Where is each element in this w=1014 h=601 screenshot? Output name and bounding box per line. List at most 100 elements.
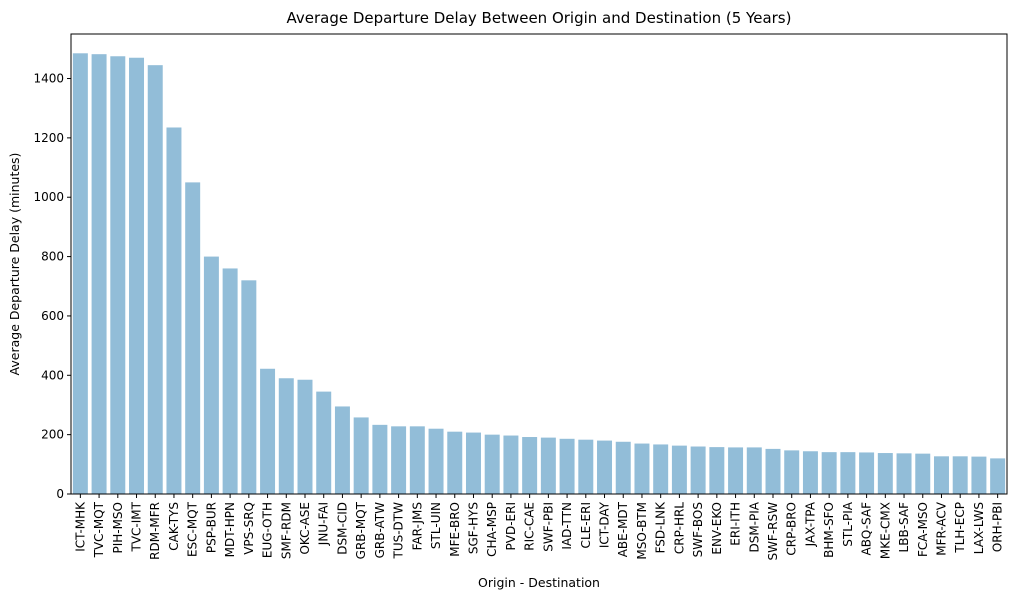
bar-cak-tys xyxy=(166,127,182,494)
x-tick-label: TVC-IMT xyxy=(130,501,144,552)
bar-psp-bur xyxy=(203,256,219,494)
x-tick-label: FSD-LNK xyxy=(654,501,668,554)
bar-crp-hrl xyxy=(671,445,687,494)
y-tick-label: 1000 xyxy=(33,190,64,204)
x-tick-label: CAK-TYS xyxy=(167,502,181,551)
x-tick-label: CRP-BRO xyxy=(785,502,799,556)
x-tick-label: ICT-DAY xyxy=(598,501,612,548)
plot-frame xyxy=(70,33,1008,495)
bar-mdt-hpn xyxy=(222,268,238,494)
chart-title: Average Departure Delay Between Origin a… xyxy=(287,9,792,27)
x-tick-label: DSM-PIA xyxy=(747,501,761,552)
y-tick-label: 0 xyxy=(56,487,64,501)
x-tick-label: SMF-RDM xyxy=(279,502,293,559)
bar-tus-dtw xyxy=(391,426,407,494)
x-tick-label: TUS-DTW xyxy=(392,502,406,560)
x-tick-label: DSM-CID xyxy=(335,502,349,555)
bar-jax-tpa xyxy=(802,451,818,494)
x-axis-title: Origin - Destination xyxy=(478,575,600,590)
x-tick-label: STL-PIA xyxy=(841,501,855,547)
bar-swf-rsw xyxy=(765,448,781,494)
bar-orh-pbi xyxy=(990,458,1006,494)
x-tick-label: IAD-TTN xyxy=(560,502,574,550)
bar-sgf-hys xyxy=(465,432,481,494)
bar-tvc-imt xyxy=(129,57,145,494)
bar-ict-day xyxy=(597,440,613,494)
bar-pvd-eri xyxy=(503,435,519,494)
bar-stl-uin xyxy=(428,428,444,494)
bar-dsm-pia xyxy=(746,447,762,494)
x-tick-labels: ICT-MHK TVC-MQT PIH-MSO TVC-IMT RDM-MFR CAK-T… xyxy=(73,494,1005,561)
x-tick-label: ABQ-SAF xyxy=(860,502,874,556)
x-tick-label: ABE-MDT xyxy=(616,501,630,557)
bar-abq-saf xyxy=(859,452,875,494)
bar-jnu-fai xyxy=(316,391,332,494)
x-tick-label: VPS-SRQ xyxy=(242,502,256,555)
bar-iad-ttn xyxy=(559,438,575,494)
y-tick-label: 1200 xyxy=(33,131,64,145)
x-tick-label: PSP-BUR xyxy=(204,502,218,553)
bar-tvc-mqt xyxy=(91,54,107,495)
x-tick-label: OKC-ASE xyxy=(298,502,312,555)
x-tick-label: STL-UIN xyxy=(429,502,443,549)
x-tick-label: CRP-HRL xyxy=(672,502,686,554)
bar-grb-mqt xyxy=(353,417,369,494)
x-tick-label: TLH-ECP xyxy=(953,502,967,554)
x-tick-label: MDT-HPN xyxy=(223,502,237,557)
x-tick-label: GRB-ATW xyxy=(373,502,387,559)
x-tick-label: ERI-ITH xyxy=(729,502,743,546)
x-tick-label: SWF-PBI xyxy=(541,502,555,552)
x-tick-label: BHM-SFO xyxy=(822,502,836,558)
x-tick-label: GRB-MQT xyxy=(354,501,368,559)
bar-lax-lws xyxy=(971,456,987,494)
bar-smf-rdm xyxy=(278,378,294,494)
bar-dsm-cid xyxy=(334,406,350,494)
bar-mso-btm xyxy=(634,443,650,494)
x-tick-label: RDM-MFR xyxy=(148,502,162,560)
x-tick-label: ESC-MQT xyxy=(186,501,200,557)
bar-abe-mdt xyxy=(615,441,631,494)
bar-fca-mso xyxy=(915,453,931,494)
bar-swf-bos xyxy=(690,446,706,494)
bar-eri-ith xyxy=(728,447,744,494)
x-tick-label: SGF-HYS xyxy=(466,502,480,554)
x-tick-label: MFR-ACV xyxy=(934,501,948,556)
x-tick-label: SWF-RSW xyxy=(766,502,780,561)
y-tick-label: 800 xyxy=(41,250,64,264)
bar-esc-mqt xyxy=(185,182,201,495)
x-tick-label: MSO-BTM xyxy=(635,502,649,560)
bars-group xyxy=(72,53,1006,495)
y-axis-title: Average Departure Delay (minutes) xyxy=(7,153,22,376)
bar-pih-mso xyxy=(110,56,126,495)
bar-okc-ase xyxy=(297,379,313,494)
x-tick-label: JNU-FAI xyxy=(317,502,331,546)
bar-tlh-ecp xyxy=(952,456,968,494)
bar-ric-cae xyxy=(522,437,538,494)
bar-fsd-lnk xyxy=(653,444,669,494)
bar-mfe-bro xyxy=(447,431,463,494)
bar-grb-atw xyxy=(372,424,388,494)
y-tick-label: 1400 xyxy=(33,72,64,86)
bar-env-eko xyxy=(709,447,725,494)
x-tick-label: FCA-MSO xyxy=(916,502,930,557)
x-tick-label: ICT-MHK xyxy=(73,501,87,552)
y-tick-label: 600 xyxy=(41,309,64,323)
x-tick-label: LAX-LWS xyxy=(972,502,986,554)
x-tick-label: RIC-CAE xyxy=(523,502,537,551)
x-tick-label: LBB-SAF xyxy=(897,502,911,553)
bar-far-jms xyxy=(409,426,425,494)
x-tick-label: CHA-MSP xyxy=(485,502,499,557)
x-tick-label: MKE-CMX xyxy=(878,502,892,559)
bar-stl-pia xyxy=(840,452,856,494)
x-tick-label: PIH-MSO xyxy=(111,502,125,554)
x-tick-label: ENV-EKO xyxy=(710,502,724,555)
x-tick-label: TVC-MQT xyxy=(92,501,106,558)
x-tick-label: ORH-PBI xyxy=(991,502,1005,552)
bar-bhm-sfo xyxy=(821,452,837,494)
x-tick-label: SWF-BOS xyxy=(691,502,705,557)
bar-cle-eri xyxy=(578,439,594,494)
y-tick-label: 400 xyxy=(41,368,64,382)
y-tick-label: 200 xyxy=(41,428,64,442)
x-tick-label: CLE-ERI xyxy=(579,502,593,548)
bar-swf-pbi xyxy=(540,437,556,494)
